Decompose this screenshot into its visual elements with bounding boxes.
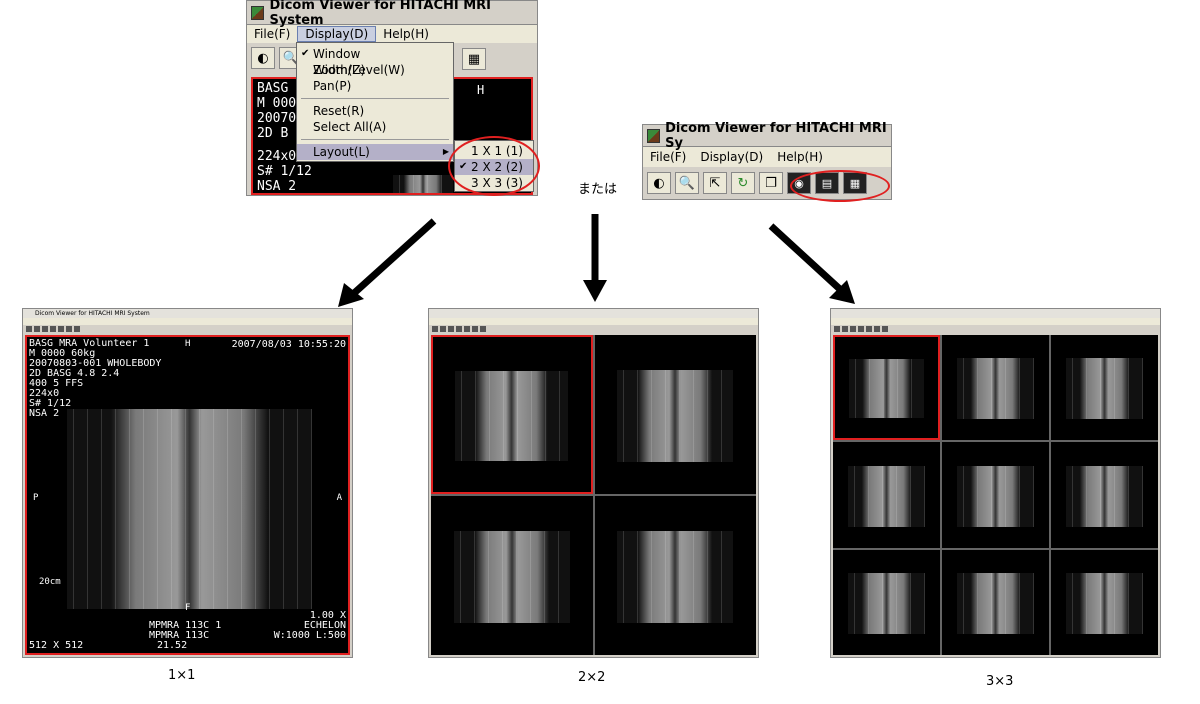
menu-display[interactable]: Display(D) xyxy=(700,150,764,164)
bottom-right-text: 1.00 X ECHELON W:1000 L:500 xyxy=(273,610,346,641)
mri-image-fragment xyxy=(393,175,453,193)
mini-menu-bar xyxy=(831,318,1160,325)
right-marker: A xyxy=(336,493,342,503)
bottom-center-label: F xyxy=(185,603,191,613)
menu-item-window-width-level[interactable]: ✔ Window Width/Level(W) xyxy=(301,47,405,77)
arrow-to-3x3 xyxy=(768,223,855,304)
grid-cell[interactable] xyxy=(1051,442,1158,548)
zoom-icon[interactable]: 🔍 xyxy=(675,172,699,194)
select-all-icon[interactable]: ❐ xyxy=(759,172,783,194)
contrast-icon[interactable]: ◐ xyxy=(647,172,671,194)
mri-image xyxy=(617,530,734,624)
mini-menu-bar xyxy=(429,318,758,325)
viewport-1x1[interactable]: BASG MRA Volunteer 1 M 0000 60kg 2007080… xyxy=(25,335,350,655)
grid-cell[interactable] xyxy=(833,335,940,441)
mri-image xyxy=(455,371,569,461)
mini-toolbar xyxy=(429,325,758,333)
grid-cell[interactable] xyxy=(1051,549,1158,655)
screenshot-2x2 xyxy=(428,308,759,658)
menu-item-zoom[interactable]: Zoom(Z) xyxy=(313,63,366,77)
window-title: Dicom Viewer for HITACHI MRI Sy xyxy=(665,120,887,151)
caption-1x1: 1×1 xyxy=(168,668,196,683)
menu-item-pan[interactable]: Pan(P) xyxy=(313,79,352,93)
bottom-mid-text: MPMRA 113C 1 MPMRA 113C 21.52 xyxy=(149,620,222,651)
caption-2x2: 2×2 xyxy=(578,670,606,685)
layout-3x3-icon[interactable]: ▦ xyxy=(462,48,486,70)
mri-image xyxy=(617,369,734,463)
orientation-h-label: H xyxy=(185,339,191,349)
image-info-text: BASG M 000 20070 2D B 224x0 S# 1/12 NSA … xyxy=(257,81,312,194)
menu-bar: File(F) Display(D) Help(H) xyxy=(247,25,537,43)
arrow-to-1x1 xyxy=(338,218,437,307)
mri-image xyxy=(956,572,1034,634)
mri-image xyxy=(847,465,925,527)
arrow-to-2x2 xyxy=(583,214,607,302)
dicom-app-icon xyxy=(251,5,265,20)
menu-separator xyxy=(301,98,449,99)
viewport-2x2 xyxy=(431,335,756,655)
check-icon: ✔ xyxy=(301,48,310,59)
menu-item-layout[interactable]: Layout(L) ▶ xyxy=(297,144,453,160)
mri-image xyxy=(67,409,312,609)
highlight-oval-submenu xyxy=(448,136,540,196)
menu-file[interactable]: File(F) xyxy=(254,27,291,41)
menu-separator xyxy=(301,139,449,140)
display-menu: ✔ Window Width/Level(W) Zoom(Z) Pan(P) Re… xyxy=(296,42,454,162)
grid-cell[interactable] xyxy=(431,496,593,655)
grid-cell[interactable] xyxy=(431,335,593,494)
grid-cell[interactable] xyxy=(942,549,1049,655)
grid-cell[interactable] xyxy=(833,442,940,548)
grid-cell[interactable] xyxy=(594,335,756,494)
menu-bar: File(F) Display(D) Help(H) xyxy=(643,147,891,167)
pan-icon[interactable]: ⇱ xyxy=(703,172,727,194)
scale-label: 20cm xyxy=(39,577,61,587)
menu-help[interactable]: Help(H) xyxy=(383,27,429,41)
mri-image xyxy=(849,359,924,419)
screenshot-3x3 xyxy=(830,308,1161,658)
mri-image xyxy=(956,358,1034,420)
menu-display[interactable]: Display(D) xyxy=(297,26,377,42)
grid-cell[interactable] xyxy=(833,549,940,655)
dicom-app-icon xyxy=(647,128,661,143)
menu-help[interactable]: Help(H) xyxy=(777,150,823,164)
menu-file[interactable]: File(F) xyxy=(650,150,687,164)
mini-title-bar xyxy=(831,309,1160,318)
bottom-left-text: 512 X 512 xyxy=(29,640,84,651)
screenshot-1x1: Dicom Viewer for HITACHI MRI System BASG… xyxy=(22,308,353,658)
mri-image xyxy=(1065,358,1143,420)
contrast-icon[interactable]: ◐ xyxy=(251,47,275,69)
highlight-oval-toolbar xyxy=(790,170,890,202)
caption-3x3: 3×3 xyxy=(986,674,1014,689)
mini-title-bar: Dicom Viewer for HITACHI MRI System xyxy=(23,309,352,318)
viewport-3x3 xyxy=(833,335,1158,655)
header-right-text: 2007/08/03 10:55:20 xyxy=(231,339,346,350)
header-left-text: BASG MRA Volunteer 1 M 0000 60kg 2007080… xyxy=(29,338,162,419)
orientation-h-label: H xyxy=(477,83,485,97)
title-bar: Dicom Viewer for HITACHI MRI Sy xyxy=(643,121,891,151)
mri-image xyxy=(847,572,925,634)
mini-menu-bar xyxy=(23,318,352,325)
mri-image xyxy=(1065,572,1143,634)
reset-icon[interactable]: ↻ xyxy=(731,172,755,194)
right-window: Dicom Viewer for HITACHI MRI Sy File(F) … xyxy=(642,121,892,200)
window-title: Dicom Viewer for HITACHI MRI System xyxy=(269,0,492,28)
menu-item-reset[interactable]: Reset(R) xyxy=(313,104,365,118)
mini-toolbar xyxy=(23,325,352,333)
submenu-arrow-icon: ▶ xyxy=(442,147,449,156)
title-bar: Dicom Viewer for HITACHI MRI System xyxy=(247,0,537,28)
mini-toolbar xyxy=(831,325,1160,333)
grid-cell[interactable] xyxy=(942,442,1049,548)
or-text: または xyxy=(578,182,618,197)
mri-image xyxy=(1065,465,1143,527)
menu-item-select-all[interactable]: Select All(A) xyxy=(313,120,387,134)
grid-cell[interactable] xyxy=(1051,335,1158,441)
grid-cell[interactable] xyxy=(942,335,1049,441)
mini-title-bar xyxy=(429,309,758,318)
mri-image xyxy=(453,530,570,624)
left-marker: P xyxy=(33,493,39,503)
grid-cell[interactable] xyxy=(594,496,756,655)
mri-image xyxy=(956,465,1034,527)
